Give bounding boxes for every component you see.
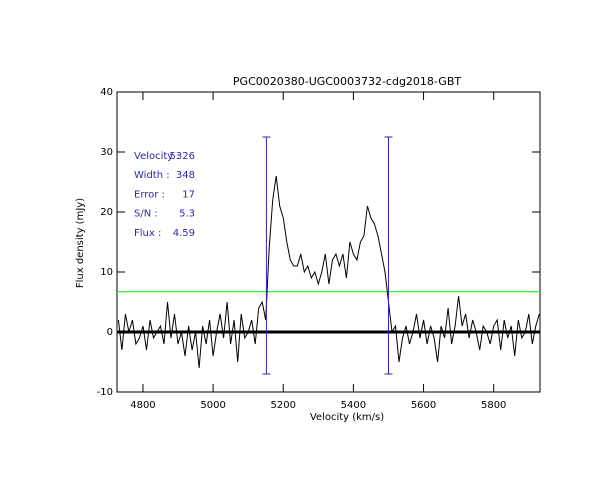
y-tick-label: 40 <box>100 87 113 98</box>
y-tick-label: 0 <box>107 327 113 338</box>
x-tick-label: 5000 <box>200 400 225 411</box>
stat-label: Flux : <box>134 228 161 239</box>
x-tick-label: 5400 <box>341 400 366 411</box>
stat-value: 4.59 <box>173 228 195 239</box>
y-tick-label: 20 <box>100 207 113 218</box>
chart-title: PGC0020380-UGC0003732-cdg2018-GBT <box>233 75 461 88</box>
x-tick-label: 5600 <box>411 400 436 411</box>
stat-label: Error : <box>134 189 165 200</box>
y-tick-label: -10 <box>97 387 113 398</box>
y-tick-label: 30 <box>100 147 113 158</box>
stat-label: S/N : <box>134 209 158 220</box>
plot-frame <box>116 91 541 393</box>
stat-value: 5.3 <box>179 209 195 220</box>
x-tick-label: 4800 <box>130 400 155 411</box>
y-tick-label: 10 <box>100 267 113 278</box>
x-tick-label: 5800 <box>481 400 506 411</box>
x-tick-label: 5200 <box>271 400 296 411</box>
x-axis-label: Velocity (km/s) <box>310 412 384 423</box>
stat-label: Width : <box>134 170 170 181</box>
stat-value: 17 <box>182 189 195 200</box>
stat-value: 348 <box>176 170 195 181</box>
stat-value: 5326 <box>170 151 195 162</box>
stat-label: Velocity : <box>134 151 180 162</box>
spectrum-line <box>117 175 540 369</box>
y-axis-label: Flux density (mJy) <box>75 198 86 288</box>
